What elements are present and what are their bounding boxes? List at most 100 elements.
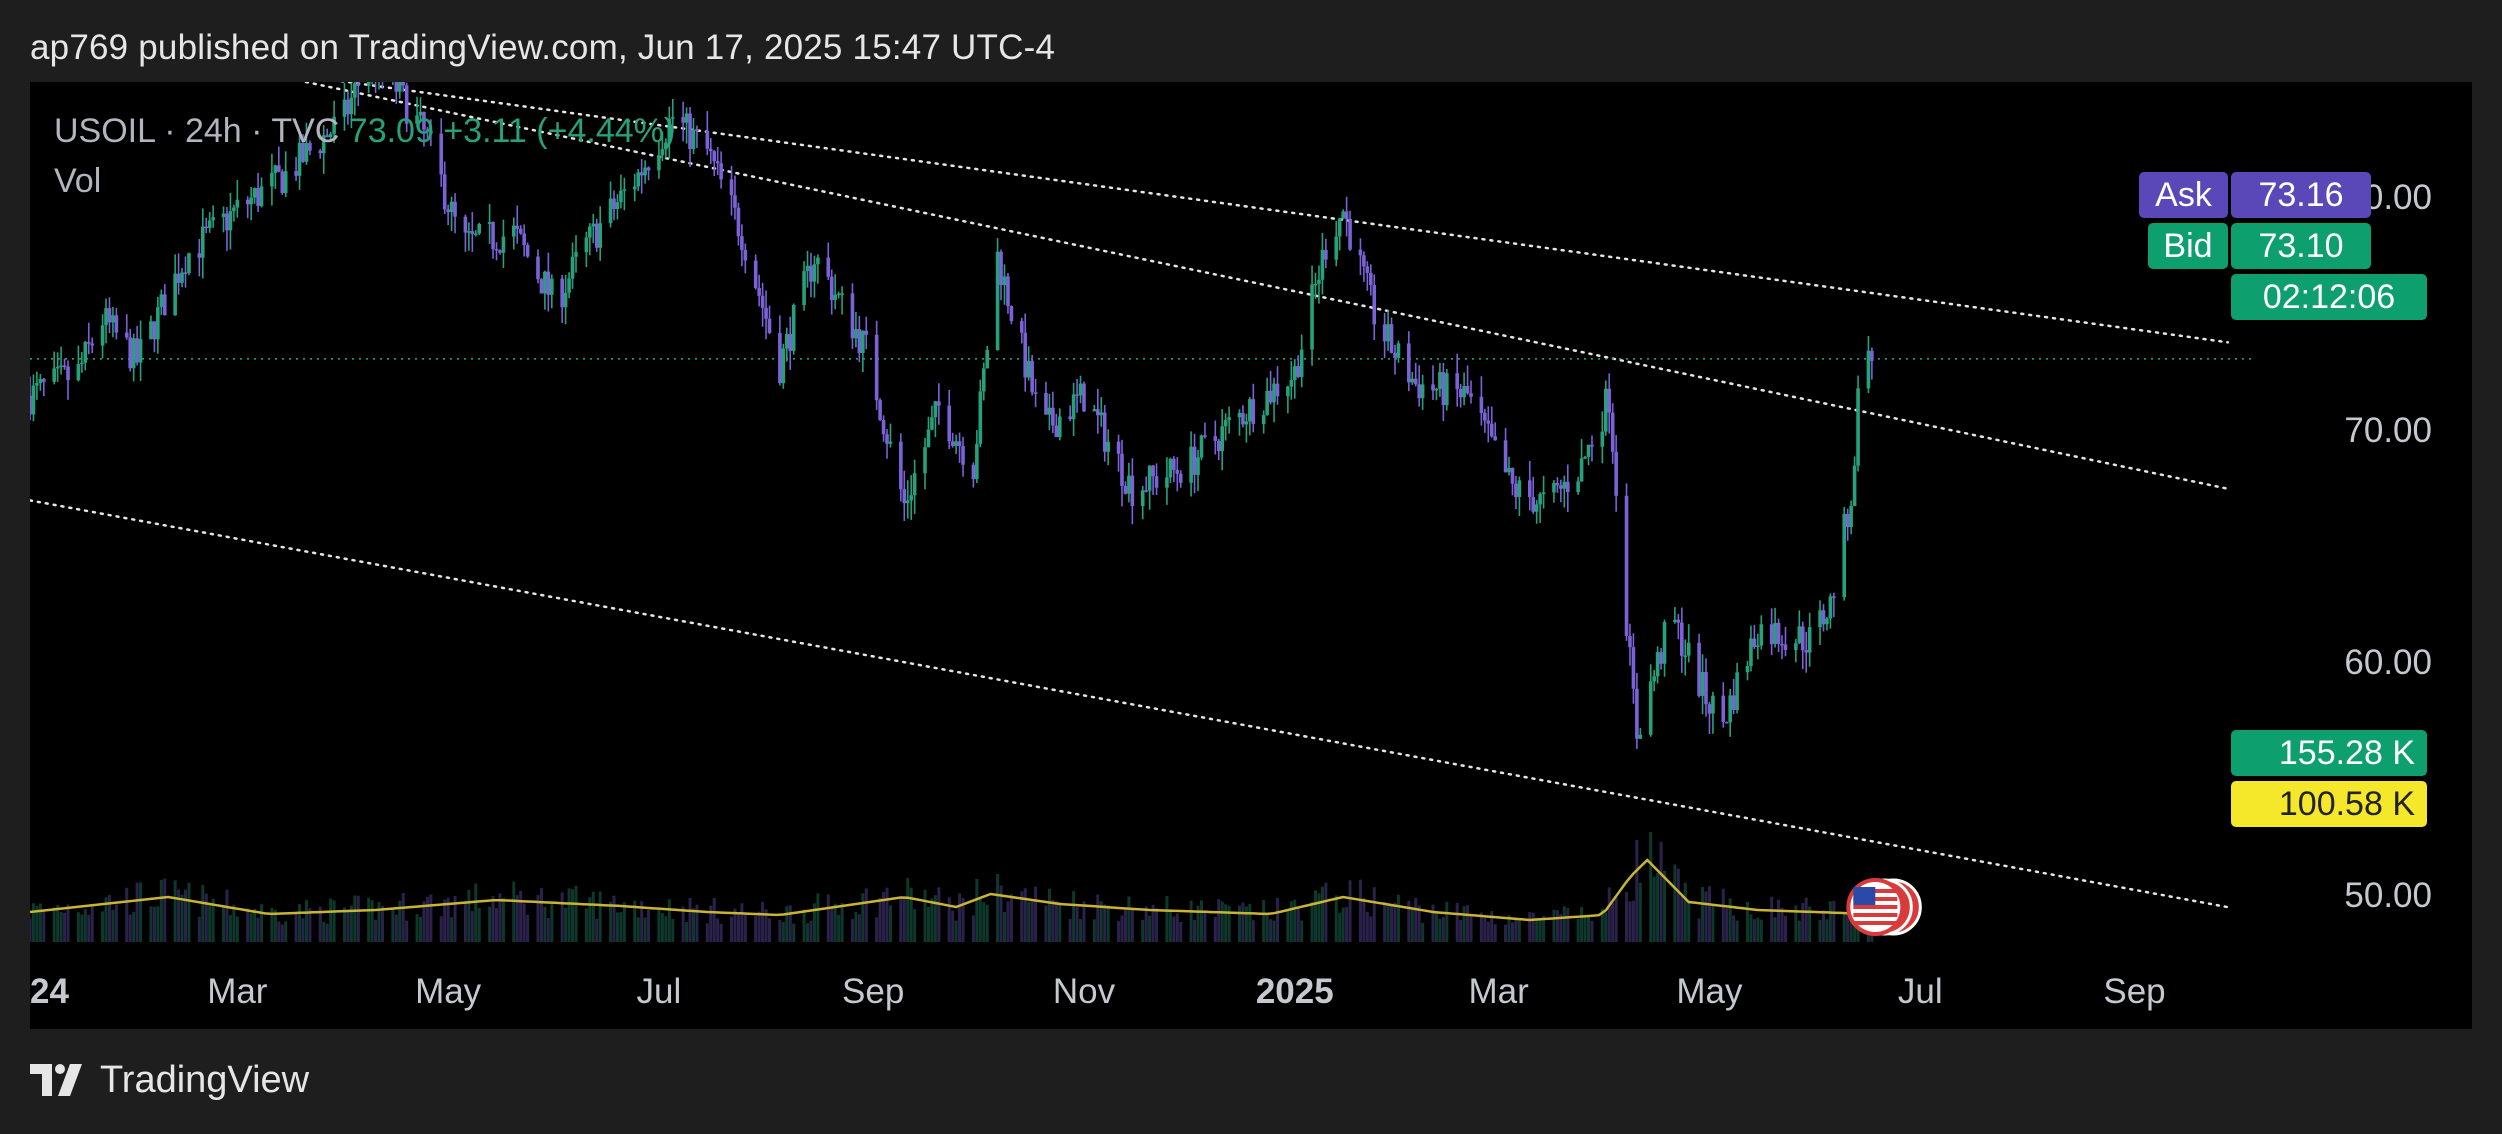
volume-bar (59, 911, 63, 942)
candle-body (1175, 469, 1180, 474)
candle-body (1493, 436, 1498, 441)
volume-bar (1199, 900, 1203, 942)
candle-body (131, 338, 136, 369)
candle-body (995, 251, 1000, 351)
candle-body (1579, 458, 1584, 482)
volume-bar (564, 907, 568, 942)
candle-body (1534, 504, 1539, 512)
candle-body (1489, 423, 1494, 437)
volume-bar (349, 905, 353, 942)
candle-body (1144, 490, 1148, 492)
candle-body (1006, 276, 1010, 307)
volume-bar (1044, 905, 1048, 942)
candle-body (1531, 497, 1536, 512)
candle-body (1600, 431, 1605, 447)
candle-body (1140, 490, 1145, 506)
volume-bar (277, 921, 281, 942)
volume-legend[interactable]: Vol (54, 162, 102, 200)
volume-bar (764, 909, 768, 942)
candle-body (864, 330, 869, 335)
volume-bar (660, 913, 664, 942)
volume-bar (1213, 917, 1217, 942)
candle-body (909, 495, 913, 501)
chart-panel[interactable]: USOIL · 24h · TVC 73.09 +3.11 (+4.44%) V… (30, 82, 2472, 1029)
volume-bar (571, 889, 575, 942)
symbol-legend[interactable]: USOIL · 24h · TVC 73.09 +3.11 (+4.44%) (54, 112, 675, 151)
candle-body (1434, 388, 1439, 391)
volume-bar (1106, 905, 1110, 942)
candle-body (86, 342, 91, 344)
volume-bar (1251, 920, 1255, 942)
volume-bar (1068, 918, 1072, 942)
time-tick-label: May (415, 972, 482, 1011)
candle-body (836, 293, 841, 296)
volume-bar (643, 917, 647, 942)
volume-bar (104, 897, 108, 942)
candle-body (283, 171, 288, 194)
candle-body (1386, 324, 1390, 342)
volume-bar (501, 897, 505, 942)
volume-bar (370, 900, 374, 942)
candle-body (397, 82, 402, 92)
tradingview-logo[interactable]: TradingView (30, 1058, 309, 1102)
volume-bar (1341, 907, 1345, 942)
volume-bar (1003, 911, 1007, 942)
volume-bar (380, 905, 384, 942)
candle-body (439, 133, 444, 175)
volume-bar (246, 908, 250, 942)
candle-body (1562, 481, 1567, 489)
volume-bar (913, 909, 917, 942)
candle-body (235, 199, 240, 208)
volume-bar (1079, 919, 1083, 942)
volume-bar (716, 918, 720, 942)
volume-bar (1244, 906, 1248, 942)
volume-bar (1421, 922, 1425, 942)
time-tick-label: Sep (2103, 972, 2166, 1011)
candle-body (753, 260, 758, 289)
volume-bar (1538, 920, 1542, 942)
candle-body (695, 129, 699, 131)
volume-bar (325, 923, 329, 942)
volume-bar (1455, 902, 1459, 942)
volume-bar (1075, 907, 1079, 942)
candle-body (104, 308, 108, 326)
candle-body (1054, 425, 1059, 438)
candle-body (619, 190, 623, 203)
candle-body (536, 256, 540, 280)
candle-body (733, 195, 737, 208)
volume-bar (463, 900, 467, 942)
volume-bar (712, 897, 716, 942)
candle-body (1372, 285, 1377, 325)
bar-countdown-tag: 02:12:06 (2231, 274, 2427, 320)
volume-bar (996, 874, 1000, 942)
volume-bar (1590, 920, 1594, 942)
candle-body (1797, 626, 1802, 644)
volume-bar (857, 914, 861, 942)
candle-body (660, 149, 665, 156)
candle-body (152, 321, 157, 340)
volume-bar (184, 889, 188, 942)
volume-bar (132, 911, 136, 942)
candle-body (1441, 372, 1446, 406)
candle-body (1870, 350, 1874, 361)
volume-bar (391, 908, 395, 942)
candle-body (1662, 622, 1667, 664)
volume-bar (1265, 914, 1269, 942)
volume-bar (446, 897, 450, 942)
candle-body (221, 213, 226, 218)
volume-bar (491, 895, 495, 942)
candle-body (1030, 360, 1034, 393)
candle-body (1199, 435, 1204, 458)
volume-bar (498, 893, 502, 942)
volume-ma (30, 858, 1869, 922)
volume-bar (591, 891, 595, 942)
candle-body (1655, 652, 1660, 677)
candle-body (1102, 412, 1107, 452)
volume-bar (667, 899, 671, 942)
volume-bar (35, 905, 39, 942)
volume-bar (1220, 901, 1224, 942)
volume-bar (1390, 903, 1394, 942)
volume-bar (543, 906, 547, 942)
chart-canvas[interactable] (30, 82, 2472, 1029)
volume-bar (1749, 914, 1753, 942)
